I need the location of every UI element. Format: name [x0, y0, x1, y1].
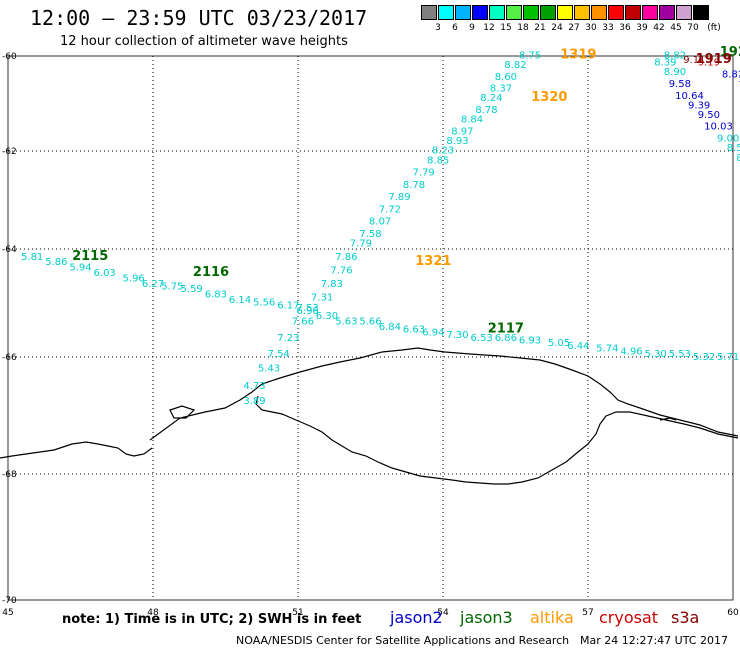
wave-height-label: 8.90	[664, 67, 686, 78]
wave-height-label: 6.84	[379, 322, 401, 333]
y-axis-tick-label: -62	[2, 147, 17, 157]
x-axis-tick-label: 57	[582, 608, 593, 618]
wave-height-label: 8.78	[475, 105, 497, 116]
wave-height-label: 4.73	[243, 381, 265, 392]
wave-height-label: 8.75	[519, 50, 541, 61]
pass-time-label: 1919	[696, 52, 732, 67]
wave-height-label: 7.72	[379, 204, 401, 215]
wave-height-label: 7.79	[350, 239, 372, 250]
satellite-name-jason3: jason3	[460, 608, 513, 627]
wave-height-label: 5.81	[21, 252, 43, 263]
wave-height-label: 5.43	[258, 364, 280, 375]
wave-height-label: 5.71	[717, 352, 739, 363]
wave-height-label: 5.53	[669, 349, 691, 360]
wave-height-label: 5.59	[181, 284, 203, 295]
wave-height-label: 7.30	[446, 330, 468, 341]
satellite-name-s3a: s3a	[671, 608, 699, 627]
y-axis-tick-label: -64	[2, 245, 17, 255]
wave-height-label: 6.93	[519, 336, 541, 347]
satellite-name-cryosat: cryosat	[599, 608, 658, 627]
wave-height-label: 8.12	[736, 153, 740, 164]
antarctic-coastline	[0, 348, 738, 484]
wave-height-label: 8.23	[432, 145, 454, 156]
wave-height-label: 9.58	[669, 79, 691, 90]
pass-time-label: 1320	[531, 90, 567, 105]
wave-height-label: 5.56	[253, 298, 275, 309]
wave-height-label: 5.86	[45, 257, 67, 268]
wave-height-label: 5.63	[335, 317, 357, 328]
wave-height-label: 7.83	[321, 279, 343, 290]
y-axis-tick-label: -66	[2, 353, 17, 363]
wave-height-label: 3.89	[243, 396, 265, 407]
footer-note: note: 1) Time is in UTC; 2) SWH is in fe…	[62, 612, 361, 627]
x-axis-tick-label: 60	[727, 608, 739, 618]
wave-height-label: 5.32	[693, 352, 715, 363]
wave-height-label: 10.03	[704, 122, 733, 133]
satellite-name-jason2: jason2	[390, 608, 443, 627]
wave-height-label: 8.07	[369, 217, 391, 228]
wave-height-label: 5.94	[69, 263, 91, 274]
wave-height-label: 7.89	[388, 192, 410, 203]
wave-height-label: 8.93	[446, 136, 468, 147]
wave-height-label: 6.14	[229, 295, 251, 306]
wave-height-label: 6.83	[205, 290, 227, 301]
wave-height-label: 7.66	[292, 317, 314, 328]
wave-height-label: 7.54	[268, 349, 290, 360]
wave-height-label: 6.94	[422, 327, 444, 338]
wave-height-label: 5.74	[596, 344, 618, 355]
wave-height-label: 7.53	[297, 303, 319, 314]
wave-height-label: 6.03	[94, 268, 116, 279]
wave-height-label: 8.78	[403, 180, 425, 191]
y-axis-tick-label: -60	[2, 52, 17, 62]
lat-lon-grid	[8, 56, 733, 600]
wave-height-label: 8.84	[461, 115, 483, 126]
pass-time-label: 1319	[560, 47, 596, 62]
wave-height-label: 7.76	[330, 265, 352, 276]
y-axis-tick-label: -68	[2, 470, 17, 480]
credit-line: NOAA/NESDIS Center for Satellite Applica…	[236, 634, 569, 647]
wave-height-label: 9.50	[698, 110, 720, 121]
plot-frame	[8, 56, 733, 600]
wave-height-label: 8.60	[495, 72, 517, 83]
pass-time-label: 2115	[72, 249, 108, 264]
wave-height-label: 8.24	[480, 93, 502, 104]
wave-height-label: 4.96	[620, 346, 642, 357]
satellite-name-altika: altika	[530, 608, 574, 627]
wave-height-label: 7.79	[413, 168, 435, 179]
wave-height-label: 8.37	[490, 84, 512, 95]
pass-time-label: 2117	[488, 322, 524, 337]
timestamp: Mar 24 12:27:47 UTC 2017	[580, 634, 728, 647]
wave-height-label: 7.58	[359, 229, 381, 240]
wave-height-label: 8.81	[722, 69, 740, 80]
wave-height-label: 7.31	[311, 292, 333, 303]
x-axis-tick-label: 45	[2, 608, 13, 618]
wave-height-label: 7.86	[335, 252, 357, 263]
wave-height-label: 8.97	[451, 126, 473, 137]
wave-height-label: 5.30	[645, 349, 667, 360]
pass-time-label: 1321	[415, 254, 451, 269]
wave-height-label: 8.85	[427, 155, 449, 166]
wave-height-label: 8.82	[504, 60, 526, 71]
axis-labels: 45 48 51 54 57 60-60-62-64-66-68-70	[2, 52, 739, 618]
wave-height-label: 6.44	[567, 341, 589, 352]
y-axis-tick-label: -70	[2, 596, 17, 606]
wave-height-label: 7.23	[277, 333, 299, 344]
pass-time-label: 2116	[193, 265, 229, 280]
